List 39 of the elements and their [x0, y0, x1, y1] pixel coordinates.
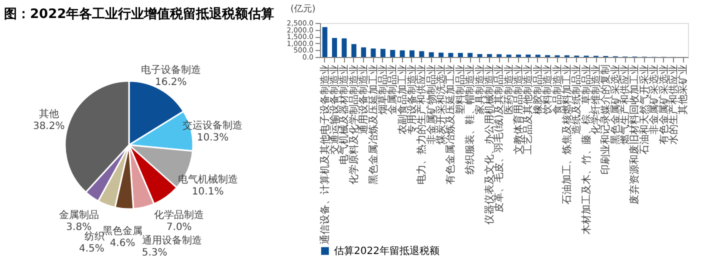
bar	[477, 54, 482, 57]
bar	[496, 54, 502, 57]
bar	[428, 52, 434, 57]
bar	[370, 48, 376, 57]
bar	[361, 47, 366, 57]
bar	[419, 51, 424, 57]
y-axis-title: (亿元)	[290, 4, 316, 14]
data-label: 10.1%	[192, 186, 224, 198]
legend-label: 估算2022年留抵退税额	[334, 245, 440, 257]
slice-label: 金属制品	[58, 208, 99, 221]
bar	[390, 50, 396, 57]
data-label: 4.6%	[110, 238, 136, 249]
bar	[332, 38, 338, 57]
bar	[380, 48, 386, 57]
bar	[448, 52, 454, 57]
bar	[458, 52, 463, 57]
bar	[468, 52, 473, 57]
slice-label: 电气机械制造	[178, 173, 238, 186]
data-label: 16.2%	[155, 76, 187, 88]
data-label: 38.2%	[32, 120, 65, 132]
chart-title: 图：2022年各工业行业增值税留抵退税额估算	[4, 6, 274, 22]
slice-label: 通用设备制造	[142, 234, 202, 246]
data-label: 10.3%	[196, 132, 229, 144]
data-label: 7.0%	[166, 222, 192, 233]
data-label: 5.3%	[142, 247, 168, 258]
slice-label: 电子设备制造	[140, 64, 201, 76]
data-label: 4.5%	[78, 244, 104, 255]
bar	[438, 52, 444, 57]
bar	[322, 27, 328, 57]
slice-label: 化学品制造	[154, 208, 204, 221]
slice-label: 纺织	[84, 230, 104, 243]
bar	[486, 54, 492, 57]
bar	[342, 38, 347, 57]
bar	[351, 44, 356, 57]
slice-label: 黑色金属	[102, 224, 143, 237]
slice-label: 其他	[38, 108, 59, 120]
bar	[410, 50, 414, 57]
x-tick-label: 其他采矿业	[677, 64, 690, 114]
bar	[400, 50, 405, 57]
